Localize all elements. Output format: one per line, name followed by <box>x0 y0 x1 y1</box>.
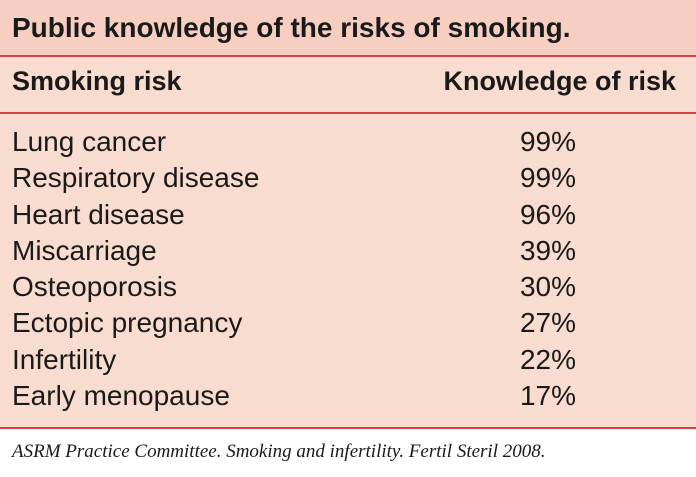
table-body: Lung cancer 99% Respiratory disease 99% … <box>0 124 696 414</box>
knowledge-cell: 96% <box>519 198 576 230</box>
table-row: Heart disease 96% <box>0 197 696 233</box>
column-header-smoking-risk: Smoking risk <box>12 66 182 96</box>
knowledge-cell: 99% <box>519 162 576 194</box>
knowledge-cell: 22% <box>519 343 576 375</box>
risk-cell: Early menopause <box>12 380 230 412</box>
table-row: Miscarriage 39% <box>0 233 696 269</box>
table-row: Early menopause 17% <box>0 378 696 414</box>
table-title-band: Public knowledge of the risks of smoking… <box>0 0 696 55</box>
table-row: Ectopic pregnancy 27% <box>0 305 696 341</box>
smoking-risk-table: Public knowledge of the risks of smoking… <box>0 0 696 429</box>
table-bottom-rule <box>0 427 696 429</box>
risk-cell: Lung cancer <box>12 126 167 157</box>
table-row: Lung cancer 99% <box>0 124 696 160</box>
risk-cell: Miscarriage <box>12 234 157 266</box>
risk-cell: Respiratory disease <box>12 162 260 194</box>
header-divider <box>0 112 696 114</box>
column-header-knowledge-of-risk: Knowledge of risk <box>443 66 676 96</box>
knowledge-cell: 27% <box>519 307 576 339</box>
risk-cell: Ectopic pregnancy <box>12 307 243 339</box>
risk-cell: Osteoporosis <box>12 271 177 303</box>
knowledge-cell: 30% <box>519 271 576 303</box>
table-row: Osteoporosis 30% <box>0 269 696 305</box>
risk-cell: Heart disease <box>12 198 185 230</box>
knowledge-cell: 39% <box>519 234 576 266</box>
risk-cell: Infertility <box>12 343 117 375</box>
title-divider <box>0 55 696 57</box>
citation: ASRM Practice Committee. Smoking and inf… <box>12 441 546 462</box>
table-title: Public knowledge of the risks of smoking… <box>12 12 571 43</box>
table-row: Respiratory disease 99% <box>0 160 696 196</box>
table-row: Infertility 22% <box>0 342 696 378</box>
knowledge-cell: 17% <box>519 380 576 412</box>
knowledge-cell: 99% <box>519 126 576 157</box>
